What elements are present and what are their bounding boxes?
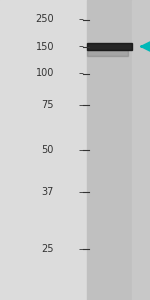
Text: 100: 100 — [36, 68, 54, 79]
Text: 150: 150 — [36, 41, 54, 52]
Bar — [87, 0, 132, 300]
Text: 50: 50 — [42, 145, 54, 155]
Bar — [132, 0, 150, 300]
Text: 250: 250 — [35, 14, 54, 25]
Text: 75: 75 — [42, 100, 54, 110]
Text: –: – — [79, 41, 83, 52]
Text: –: – — [79, 14, 83, 25]
Bar — [87, 43, 132, 50]
Text: 25: 25 — [42, 244, 54, 254]
Text: –: – — [79, 100, 83, 110]
Text: –: – — [79, 187, 83, 197]
Text: 37: 37 — [42, 187, 54, 197]
Text: –: – — [79, 145, 83, 155]
Text: –: – — [79, 244, 83, 254]
Bar — [87, 50, 128, 56]
Text: –: – — [79, 68, 83, 79]
Bar — [0, 0, 87, 300]
